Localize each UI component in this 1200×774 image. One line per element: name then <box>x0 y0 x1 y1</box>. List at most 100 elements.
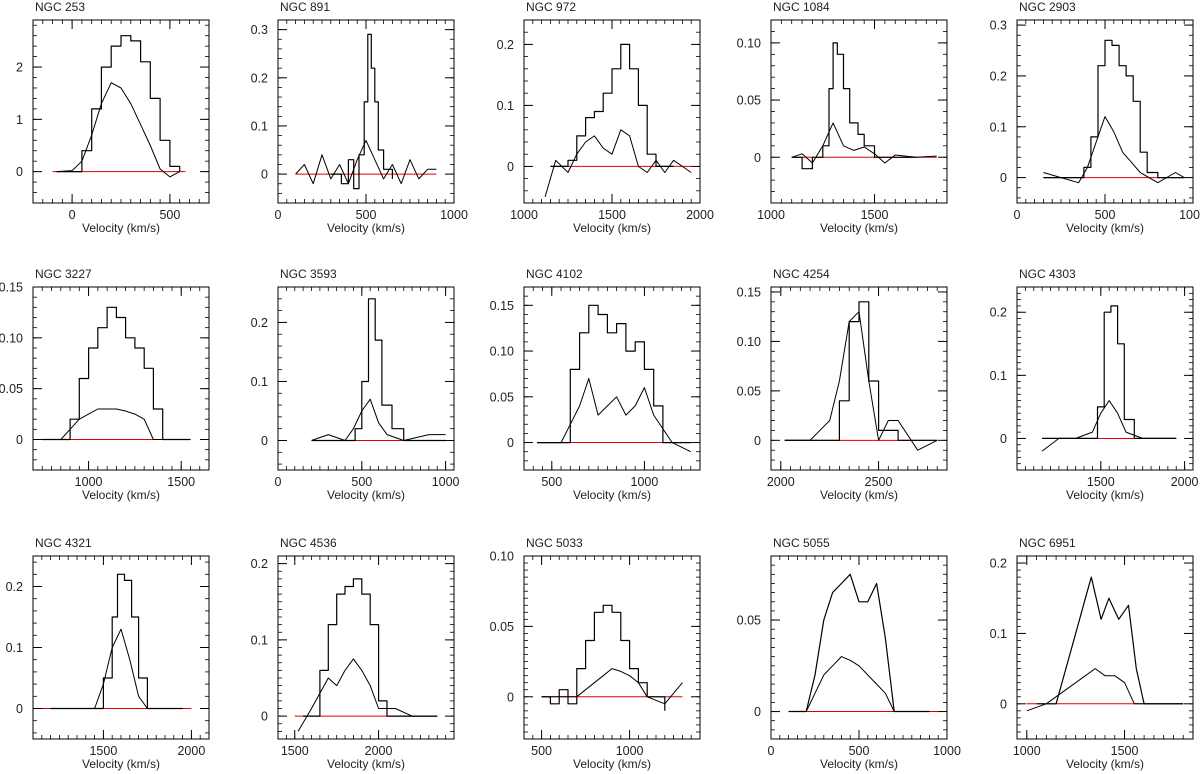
x-tick-label: 1000 <box>616 744 644 758</box>
y-tick-label: 0.10 <box>490 345 514 359</box>
panel-title: NGC 972 <box>526 0 576 14</box>
series-line-a <box>537 304 691 444</box>
y-tick-label: 0.10 <box>0 331 23 345</box>
x-tick-label: 1500 <box>1087 475 1115 489</box>
y-tick-label: 0.05 <box>490 620 514 634</box>
panel-ngc-3227: NGC 3227 1000 1500 0 0.05 0.10 0.15 Velocity (k… <box>0 267 210 502</box>
x-tick-label: 1000 <box>432 475 460 489</box>
x-axis-label: Velocity (km/s) <box>1066 488 1144 502</box>
plot-frame <box>32 555 210 740</box>
y-tick-label: 0.2 <box>497 38 514 52</box>
panel-ngc-4303: NGC 4303 1500 2000 0 0.1 0.2 Velocity (km/s) <box>990 267 1199 502</box>
x-axis-label: Velocity (km/s) <box>327 221 405 235</box>
x-tick-label: 2000 <box>177 744 205 758</box>
series-line-b <box>42 408 191 440</box>
x-axis-label: Velocity (km/s) <box>82 488 160 502</box>
y-tick-label: 0 <box>1000 171 1007 185</box>
x-axis-label: Velocity (km/s) <box>327 757 405 771</box>
x-tick-label: 500 <box>1095 208 1116 222</box>
x-tick-label: 1000 <box>933 744 961 758</box>
x-tick-label: 500 <box>541 475 562 489</box>
panel-title: NGC 4254 <box>773 267 830 281</box>
series-line-a <box>303 578 438 717</box>
series-line-b <box>50 628 183 709</box>
plot-frame <box>523 555 701 740</box>
y-tick-label: 0.10 <box>737 335 761 349</box>
plot-frame <box>32 286 210 471</box>
panel-title: NGC 6951 <box>1019 536 1076 550</box>
series-line-b <box>788 656 930 712</box>
y-tick-label: 0.1 <box>251 375 268 389</box>
y-tick-label: 0.2 <box>251 316 268 330</box>
y-tick-label: 0 <box>261 710 268 724</box>
series-line-b <box>791 122 937 164</box>
series-line-a <box>56 35 181 173</box>
series-line-a <box>550 43 674 167</box>
x-tick-label: 1500 <box>281 744 309 758</box>
y-tick-label: 0.2 <box>251 557 268 571</box>
x-axis-label: Velocity (km/s) <box>327 488 405 502</box>
series-line-b <box>1026 668 1184 712</box>
panel-title: NGC 253 <box>35 0 85 14</box>
y-tick-label: 0.1 <box>990 120 1007 134</box>
y-tick-label: 0.3 <box>251 23 268 37</box>
series-line-a <box>42 306 191 441</box>
series-line-a <box>50 573 183 710</box>
series-line-b <box>541 668 683 705</box>
x-tick-label: 0 <box>275 475 282 489</box>
y-tick-label: 1 <box>16 113 23 127</box>
series-line-a <box>788 573 930 713</box>
x-axis-label: Velocity (km/s) <box>820 757 898 771</box>
x-axis-label: Velocity (km/s) <box>820 488 898 502</box>
y-tick-label: 0.3 <box>990 19 1007 33</box>
panel-ngc-2903: NGC 2903 0 500 1000 0 0.1 0.2 0.3 Velocity (km/s… <box>990 0 1200 235</box>
x-axis-label: Velocity (km/s) <box>573 488 651 502</box>
y-tick-label: 0 <box>16 433 23 447</box>
y-tick-label: 0.05 <box>490 390 514 404</box>
x-tick-label: 0 <box>768 744 775 758</box>
y-tick-label: 0.15 <box>737 285 761 299</box>
x-tick-label: 500 <box>531 744 552 758</box>
plot-frame <box>1016 555 1194 740</box>
x-tick-label: 1500 <box>89 744 117 758</box>
panel-ngc-891: NGC 891 0 500 1000 0 0.1 0.2 0.3 Velocity (km/s) <box>251 0 468 235</box>
y-tick-label: 0.05 <box>737 94 761 108</box>
x-tick-label: 0 <box>275 208 282 222</box>
panel-title: NGC 4536 <box>280 536 337 550</box>
panel-title: NGC 4102 <box>526 267 583 281</box>
panel-ngc-5055: NGC 5055 0 500 1000 0 0.05 Velocity (km/s) <box>737 536 961 771</box>
x-axis-label: Velocity (km/s) <box>573 757 651 771</box>
y-tick-label: 0.15 <box>0 281 23 295</box>
y-tick-label: 0.1 <box>251 119 268 133</box>
x-tick-label: 1000 <box>440 208 468 222</box>
x-axis-label: Velocity (km/s) <box>82 757 160 771</box>
series-line-b <box>1043 116 1185 184</box>
panel-title: NGC 4303 <box>1019 267 1076 281</box>
x-tick-label: 1000 <box>631 475 659 489</box>
panel-ngc-4536: NGC 4536 1500 2000 0 0.1 0.2 Velocity (km/s) <box>251 536 455 771</box>
y-tick-label: 0.1 <box>990 627 1007 641</box>
y-tick-label: 0 <box>754 705 761 719</box>
y-tick-label: 0.15 <box>490 299 514 313</box>
plot-frame <box>32 19 210 204</box>
plot-frame <box>1016 286 1194 471</box>
x-tick-label: 1000 <box>757 208 785 222</box>
y-tick-label: 0.10 <box>490 550 514 564</box>
panel-title: NGC 3227 <box>35 267 92 281</box>
y-tick-label: 0.2 <box>6 580 23 594</box>
y-tick-label: 0 <box>16 165 23 179</box>
y-tick-label: 0.05 <box>737 614 761 628</box>
y-tick-label: 0.2 <box>251 71 268 85</box>
y-tick-label: 0.2 <box>990 69 1007 83</box>
panel-title: NGC 3593 <box>280 267 337 281</box>
x-tick-label: 1000 <box>1013 744 1041 758</box>
plot-frame <box>523 19 701 204</box>
x-tick-label: 2000 <box>1171 475 1199 489</box>
plot-frame <box>770 19 948 204</box>
panel-title: NGC 1084 <box>773 0 830 14</box>
y-tick-label: 0.1 <box>6 641 23 655</box>
panel-ngc-4254: NGC 4254 2000 2500 0 0.05 0.10 0.15 Velocity (k… <box>737 267 948 502</box>
panel-title: NGC 5055 <box>773 536 830 550</box>
y-tick-label: 0 <box>507 436 514 450</box>
